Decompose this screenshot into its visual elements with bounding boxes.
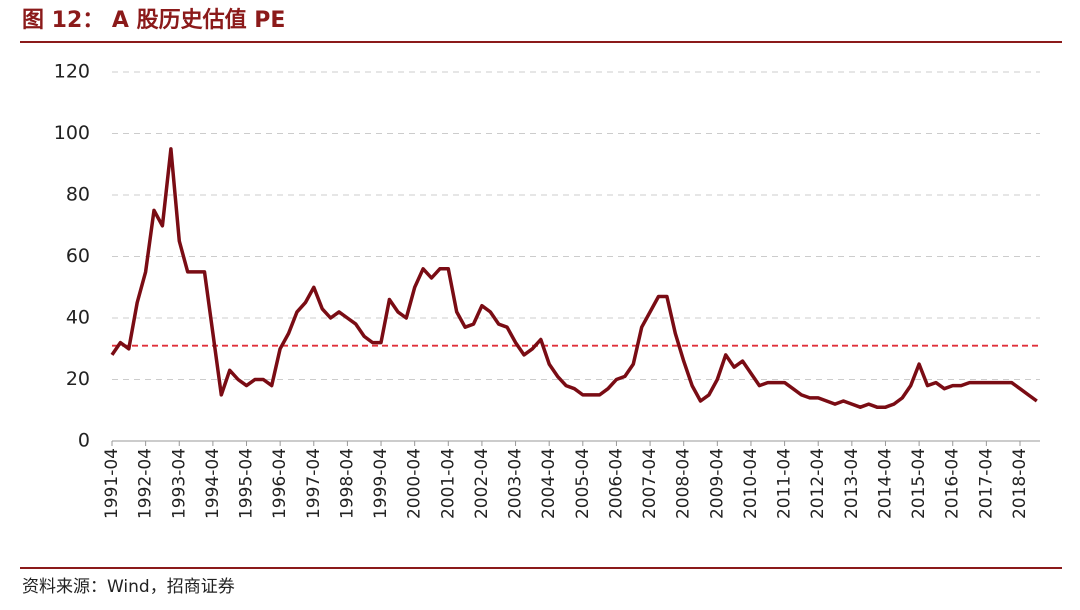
chart-title: 图 12： A 股历史估值 PE — [22, 7, 285, 33]
x-tick-label: 1994-04 — [203, 448, 223, 519]
x-tick-label: 1999-04 — [371, 448, 391, 519]
x-tick-label: 1993-04 — [169, 448, 189, 519]
x-tick-label: 1992-04 — [136, 448, 156, 519]
pe-line — [110, 147, 1038, 409]
y-tick-label: 40 — [66, 307, 90, 329]
x-tick-label: 2006-04 — [606, 448, 626, 519]
x-tick-label: 2008-04 — [674, 448, 694, 519]
x-tick-label: 1996-04 — [270, 448, 290, 519]
x-tick-label: 2012-04 — [808, 448, 828, 519]
x-tick-label: 2018-04 — [1010, 448, 1030, 519]
y-tick-label: 20 — [66, 368, 90, 390]
x-tick-label: 2004-04 — [539, 448, 559, 519]
x-tick-label: 1997-04 — [304, 448, 324, 519]
x-tick-label: 2007-04 — [640, 448, 660, 519]
y-tick-label: 120 — [54, 61, 90, 83]
x-tick-label: 2005-04 — [573, 448, 593, 519]
x-tick-label: 2002-04 — [472, 448, 492, 519]
x-tick-label: 2001-04 — [438, 448, 458, 519]
x-tick-label: 2017-04 — [976, 448, 996, 519]
x-tick-label: 2010-04 — [741, 448, 761, 519]
source-note: 资料来源：Wind，招商证券 — [22, 577, 235, 597]
y-tick-label: 100 — [54, 122, 90, 144]
x-tick-label: 2013-04 — [842, 448, 862, 519]
x-tick-label: 2003-04 — [506, 448, 526, 519]
y-tick-label: 80 — [66, 184, 90, 206]
x-tick-label: 2015-04 — [909, 448, 929, 519]
x-tick-label: 2011-04 — [775, 448, 795, 519]
x-tick-label: 1995-04 — [237, 448, 257, 519]
y-tick-label: 0 — [78, 430, 90, 452]
x-tick-label: 1991-04 — [102, 448, 122, 519]
x-tick-label: 2009-04 — [707, 448, 727, 519]
x-tick-label: 1998-04 — [337, 448, 357, 519]
x-tick-label: 2014-04 — [875, 448, 895, 519]
x-tick-label: 2016-04 — [943, 448, 963, 519]
y-tick-label: 60 — [66, 245, 90, 267]
x-tick-label: 2000-04 — [405, 448, 425, 519]
